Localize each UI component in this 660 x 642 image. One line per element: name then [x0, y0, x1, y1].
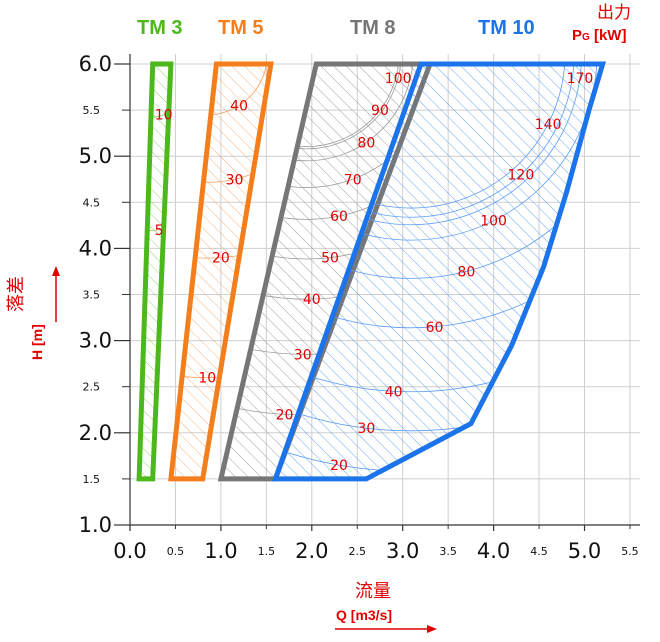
power-label-sub: G	[582, 32, 590, 43]
iso-power-curve	[275, 64, 575, 218]
iso-power-curve	[275, 64, 603, 329]
power-label: 60	[330, 209, 348, 225]
x-axis-label: Q [m3/s]	[336, 607, 392, 623]
legend-tm8: TM 8	[350, 17, 396, 39]
region-fill-2	[220, 64, 430, 479]
iso-power-curve	[220, 64, 430, 260]
iso-power-curve	[220, 64, 402, 150]
power-label: 30	[357, 421, 375, 437]
iso-power-curve	[275, 64, 598, 241]
power-label: 80	[357, 135, 375, 151]
y-tick-label: 6.0	[79, 52, 112, 76]
x-tick-label: 2.5	[349, 545, 367, 558]
power-label: 100	[480, 214, 507, 230]
iso-power-curve	[170, 64, 271, 259]
x-tick-label: 5.5	[621, 545, 639, 558]
x-tick-label: 4.0	[477, 539, 510, 563]
iso-power-curve	[170, 64, 271, 378]
iso-power-curve	[220, 64, 430, 300]
power-label: 40	[230, 98, 248, 114]
iso-power-curve	[170, 64, 271, 183]
power-label: 170	[567, 71, 594, 87]
y-tick-label: 3.0	[79, 329, 112, 353]
power-label: 120	[508, 168, 535, 184]
power-label: 40	[303, 292, 321, 308]
x-tick-label: 5.0	[568, 539, 601, 563]
iso-power-curve	[275, 64, 566, 209]
region-outline-0	[136, 61, 174, 482]
y-tick-label: 2.0	[79, 421, 112, 445]
region-outline-3	[271, 61, 607, 482]
y-axis-arrow-head	[52, 266, 60, 276]
power-label-unit: [kW]	[590, 27, 627, 44]
power-label: 20	[276, 407, 294, 423]
power-label: 70	[344, 172, 362, 188]
region-fill-0	[139, 64, 171, 479]
power-label: 140	[535, 117, 562, 133]
y-tick-label: 1.0	[79, 513, 112, 537]
power-label: 50	[321, 251, 339, 267]
power-label: 20	[330, 458, 348, 474]
power-label: 30	[294, 347, 312, 363]
iso-power-curve	[220, 64, 430, 355]
power-label: PG [kW]	[572, 27, 626, 44]
region-fill-1	[170, 64, 271, 479]
power-label: 5	[155, 223, 164, 239]
axes: 0.0 1.0 2.0 3.0 4.0 5.00.5 1.5 2.5 3.5 4.5 5.51.02…	[79, 52, 640, 563]
x-tick-label: 0.0	[113, 539, 146, 563]
y-tick-label: 1.5	[83, 473, 101, 486]
iso-power-curve	[220, 64, 430, 188]
iso-power-curve	[220, 64, 430, 220]
iso-power-curve	[220, 64, 400, 147]
power-label: 100	[385, 71, 412, 87]
power-label-main: P	[572, 27, 582, 44]
iso-power-curve	[275, 64, 583, 226]
x-tick-label: 0.5	[167, 545, 185, 558]
power-label: 80	[457, 264, 475, 280]
legend-tm5: TM 5	[218, 17, 264, 39]
x-tick-label: 1.5	[258, 545, 276, 558]
iso-power-curve	[275, 64, 603, 279]
y-tick-label: 4.5	[83, 196, 101, 209]
power-labels: 10 5 40 30 20 10 100 90 80 70 60 50 40 30 20 170 140 120 1…	[155, 71, 594, 474]
x-axis-arrow-head	[427, 625, 437, 633]
y-tick-label: 5.0	[79, 144, 112, 168]
power-label: 10	[198, 370, 216, 386]
y-tick-label: 2.5	[83, 381, 101, 394]
y-tick-label: 4.0	[79, 236, 112, 260]
power-label-jp: 出力	[597, 3, 631, 23]
power-label: 20	[212, 251, 230, 267]
y-axis-label: H [m]	[29, 324, 45, 360]
y-axis-label-group: H [m] 落差	[6, 266, 60, 360]
iso-power-curve	[275, 64, 603, 432]
x-tick-label: 3.0	[386, 539, 419, 563]
legend-tm10: TM 10	[478, 17, 535, 39]
power-label: 10	[155, 108, 173, 124]
power-label: 60	[426, 320, 444, 336]
x-tick-label: 2.0	[295, 539, 328, 563]
iso-power-curve	[220, 64, 414, 162]
x-tick-label: 3.5	[439, 545, 457, 558]
legend-tm3: TM 3	[137, 17, 183, 39]
y-tick-label: 5.5	[83, 104, 101, 117]
power-label: 30	[226, 172, 244, 188]
region-outline-1	[168, 61, 274, 482]
x-axis-label-jp: 流量	[355, 581, 391, 602]
region-fill-3	[275, 64, 603, 479]
turbine-regions	[136, 61, 607, 482]
y-axis-label-jp: 落差	[6, 276, 27, 312]
x-tick-label: 1.0	[204, 539, 237, 563]
x-tick-label: 4.5	[530, 545, 548, 558]
power-label: 90	[371, 103, 389, 119]
y-tick-label: 3.5	[83, 289, 101, 302]
iso-power-curve	[275, 64, 603, 393]
power-label: 40	[385, 384, 403, 400]
